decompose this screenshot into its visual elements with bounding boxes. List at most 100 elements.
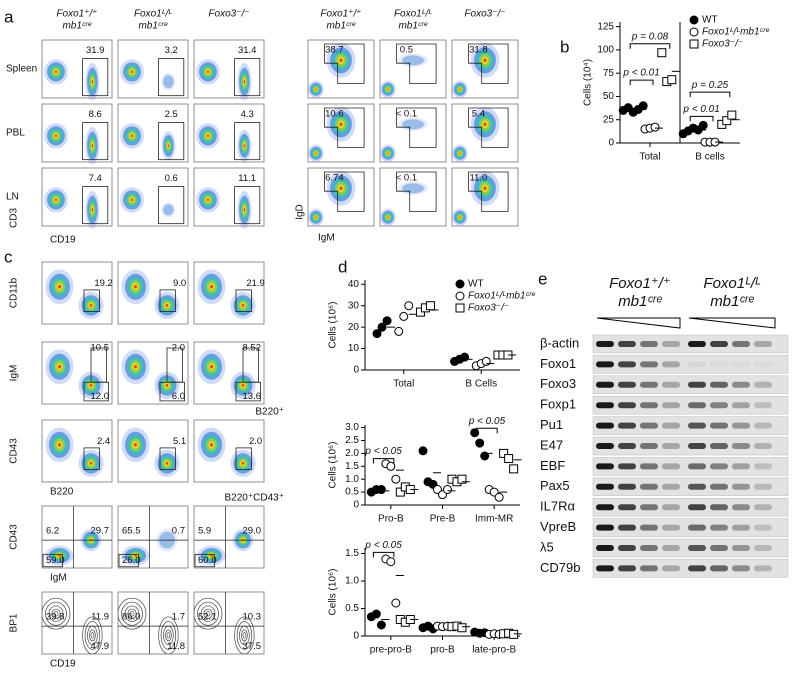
blot-band: [710, 422, 728, 429]
data-point: [376, 485, 386, 495]
cell-density: [483, 122, 487, 127]
contour: [205, 611, 211, 617]
cell-density: [210, 285, 213, 289]
gate-value: 59.0: [46, 555, 65, 566]
data-point: [638, 101, 648, 111]
cell-density: [315, 216, 317, 219]
blot-band: [688, 422, 706, 429]
gate-value: 1.7: [172, 611, 185, 622]
plot-frame: [193, 591, 265, 655]
data-point: [425, 301, 435, 311]
blot-band: [618, 565, 636, 572]
cell-density: [339, 186, 343, 191]
gate-value: 60.0: [198, 555, 217, 566]
gate: [118, 553, 140, 568]
contour: [124, 605, 140, 622]
y-tick-label: 0: [353, 365, 359, 376]
cell-density: [167, 144, 170, 148]
y-tick-label: 1.0: [345, 474, 359, 485]
blot-band: [688, 443, 706, 449]
gate: [324, 171, 365, 212]
gate: [82, 186, 109, 225]
gate-value: 10.3: [243, 611, 262, 622]
cell-density: [54, 134, 58, 138]
blot-band: [640, 545, 658, 551]
plot-frame: [117, 419, 189, 483]
cell-density: [89, 462, 93, 465]
blot-band: [732, 402, 750, 409]
cell-density: [134, 443, 137, 447]
cell-density: [241, 462, 245, 465]
data-point: [382, 316, 392, 326]
blot-band: [640, 524, 658, 531]
x-tick-label: late-pro-B: [472, 645, 516, 656]
blot-band: [732, 504, 750, 511]
gate: [468, 43, 509, 84]
data-point: [386, 557, 396, 567]
blot-band: [710, 381, 728, 388]
x-tick-label: Pre-B: [430, 514, 456, 525]
data-point: [460, 352, 470, 362]
blot-band: [662, 361, 680, 368]
genotype-header: Foxo1ᴸ/ᴸ: [394, 9, 432, 20]
cell-density: [134, 554, 137, 557]
contour: [129, 611, 135, 617]
cell-density: [89, 304, 93, 307]
x-tick-label: B cells: [695, 152, 724, 163]
genotype-header: Foxo3⁻/⁻: [464, 9, 505, 20]
blot-label: Foxo3: [540, 376, 576, 391]
cell-density: [58, 443, 61, 447]
blot-band: [618, 422, 636, 429]
blot-band: [688, 341, 706, 347]
gate-value: 0.6: [165, 173, 178, 184]
blot-band: [640, 443, 658, 449]
data-point: [689, 15, 699, 25]
cell-density: [130, 198, 134, 202]
blot-band: [640, 361, 658, 368]
genotype-header: mb1ᶜʳᵉ: [62, 21, 91, 32]
cell-density: [161, 73, 176, 91]
data-point: [376, 620, 386, 630]
panel-label: d: [338, 257, 347, 276]
contour: [84, 621, 101, 650]
data-point: [391, 474, 401, 484]
p-value: p < 0.05: [364, 540, 402, 551]
data-point: [504, 454, 514, 464]
blot-band: [596, 381, 614, 388]
blot-band: [640, 565, 658, 572]
gate-value: 47.9: [91, 641, 110, 652]
cell-density: [58, 285, 61, 289]
blot-band: [688, 361, 706, 368]
blot-band: [596, 361, 614, 368]
data-point: [455, 303, 465, 313]
blot-band: [710, 443, 728, 449]
legend-entry: Foxo3⁻/⁻: [702, 39, 743, 50]
genotype-header: Foxo1⁺/⁺: [320, 9, 361, 20]
gate: [234, 122, 261, 161]
plot-frame: [307, 39, 375, 99]
axis-label: IgM: [50, 573, 67, 584]
data-point: [494, 492, 504, 502]
blot-band: [596, 483, 614, 490]
genotype-header: mb1ᶜʳᵉ: [618, 293, 662, 310]
blot-label: Pu1: [540, 417, 563, 432]
blot-band: [710, 463, 728, 470]
plot-frame: [193, 39, 265, 99]
plot-frame: [41, 39, 113, 99]
contour: [165, 629, 172, 642]
data-point: [394, 326, 404, 336]
gate-value: 6.2: [46, 525, 59, 536]
plot-frame: [193, 103, 265, 163]
contour: [89, 629, 96, 642]
gate-value: 21.9: [246, 278, 265, 289]
gate-value: 10.5: [91, 343, 110, 354]
blot-band: [754, 381, 772, 388]
gate-value: 86.0: [122, 611, 141, 622]
blot-band: [640, 381, 658, 388]
gate: [83, 447, 100, 470]
plot-frame: [451, 167, 519, 227]
blot-band: [710, 524, 728, 531]
blot-band: [596, 565, 614, 572]
plot-frame: [193, 167, 265, 227]
gate: [235, 381, 261, 402]
